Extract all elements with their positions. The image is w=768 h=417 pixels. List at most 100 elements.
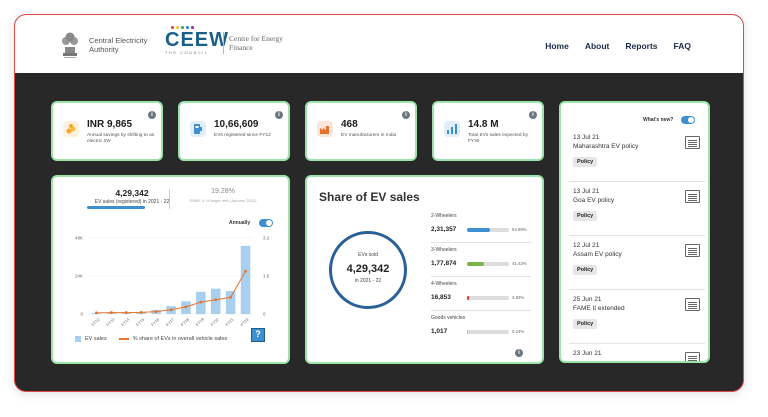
document-icon[interactable] [685, 190, 700, 203]
news-separator [569, 289, 705, 290]
news-date: 25 Jun 21 [573, 296, 602, 303]
y2-tick-label: 1.6 [263, 274, 270, 279]
category-bar-track [467, 296, 509, 300]
category-bar-fill [467, 262, 485, 266]
news-tag[interactable]: Policy [573, 211, 598, 221]
growth-chart-icon [444, 121, 460, 137]
y-tick-label: 0 [80, 312, 83, 317]
category-value: 16,853 [431, 294, 451, 301]
share-point [139, 310, 143, 314]
active-metric-underline [87, 206, 145, 209]
whats-new-toggle[interactable] [681, 116, 695, 124]
category-name: 4-Wheelers [431, 281, 457, 287]
news-item[interactable]: 13 Jul 21 Maharashtra EV policy Policy [573, 134, 700, 168]
stat-description: EVs registered since FY12 [214, 133, 271, 138]
document-icon[interactable] [685, 136, 700, 149]
info-icon[interactable]: i [529, 111, 537, 119]
category-bar-fill [467, 228, 490, 232]
x-tick-label: FY15 [135, 316, 146, 327]
stat-value: INR 9,865 [87, 119, 133, 130]
cea-name: Central Electricity Authority [89, 36, 148, 54]
ring-sublabel: in 2021 - 22 [354, 278, 382, 284]
nav-reports[interactable]: Reports [625, 41, 658, 51]
evs-sold-ring: EVs sold 4,29,342 in 2021 - 22 [329, 231, 407, 309]
news-title: Maharashtra EV policy [573, 143, 639, 150]
share-point [184, 305, 188, 309]
news-tag[interactable]: Policy [573, 157, 598, 167]
category-2-wheelers: 2-Wheelers 2,31,357 53.89% [431, 213, 531, 236]
info-icon[interactable]: i [402, 111, 410, 119]
share-point [95, 311, 98, 315]
x-tick-label: FY21 [224, 316, 235, 327]
whats-new-card: What's new? 13 Jul 21 Maharashtra EV pol… [559, 101, 710, 363]
stat-value: 14.8 M [468, 119, 499, 130]
whats-new-label: What's new? [643, 117, 674, 123]
share-point [244, 269, 247, 273]
category-bar-fill [467, 330, 468, 334]
app-window: Central Electricity Authority CEEW THE C… [14, 14, 744, 392]
main-nav: Home About Reports FAQ [545, 41, 691, 51]
document-icon[interactable] [685, 352, 700, 361]
info-icon[interactable]: i [275, 111, 283, 119]
target-share-label: SMBE & % target met (January 2022) [189, 198, 257, 203]
total-sales-label: EV sales (registered) in 2021 - 22 [94, 199, 170, 205]
help-button[interactable]: ? [251, 328, 265, 342]
category-value: 2,31,357 [431, 226, 457, 233]
annually-toggle[interactable] [259, 219, 273, 227]
national-emblem-icon [62, 32, 78, 58]
document-icon[interactable] [685, 244, 700, 257]
ceew-dots [171, 26, 194, 29]
x-tick-label: FY13 [105, 316, 116, 327]
news-item[interactable]: 23 Jun 21 [573, 350, 700, 361]
info-icon[interactable]: i [515, 349, 523, 357]
category-4-wheelers: 4-Wheelers 16,853 3.93% [431, 281, 531, 304]
y-tick-label: 24K [75, 274, 83, 279]
document-icon[interactable] [685, 298, 700, 311]
news-separator [569, 181, 705, 182]
x-tick-label: FY22 [239, 316, 250, 327]
stat-card-manufacturers: 468 EV manufacturers in India i [305, 101, 417, 161]
x-tick-label: FY16 [150, 316, 161, 327]
category-name: 3-Wheelers [431, 247, 457, 253]
ceew-logo[interactable]: CEEW THE COUNCIL [165, 26, 229, 55]
site-header: Central Electricity Authority CEEW THE C… [15, 15, 743, 73]
info-icon[interactable]: i [148, 111, 156, 119]
category-value: 1,77,874 [431, 260, 457, 267]
x-tick-label: FY17 [165, 316, 176, 327]
nav-faq[interactable]: FAQ [673, 41, 691, 51]
x-tick-label: FY20 [210, 316, 221, 327]
category-percent: 0.24% [512, 329, 525, 334]
category-bar-track [467, 262, 509, 266]
stat-description: Annual savings by shifting to an electri… [87, 133, 155, 144]
y2-tick-label: 0 [263, 312, 266, 317]
nav-home[interactable]: Home [545, 41, 569, 51]
y-tick-label: 48K [75, 236, 83, 241]
target-share-value[interactable]: 19.28% [211, 188, 235, 195]
stat-value: 468 [341, 119, 358, 130]
category-name: Goods vehicles [431, 315, 466, 321]
ring-label: EVs sold [358, 252, 378, 258]
coins-icon [63, 121, 79, 137]
total-sales-value: 4,29,342 [115, 188, 149, 198]
news-date: 13 Jul 21 [573, 188, 600, 195]
category-goods-vehicles: Goods vehicles 1,017 0.24% [431, 315, 531, 338]
category-divider [431, 276, 531, 277]
share-card-title: Share of EV sales [319, 190, 420, 204]
news-title: FAME II extended [573, 305, 625, 312]
news-item[interactable]: 13 Jul 21 Goa EV policy Policy [573, 188, 700, 222]
news-item[interactable]: 12 Jul 21 Assam EV policy Policy [573, 242, 700, 276]
category-3-wheelers: 3-Wheelers 1,77,874 41.43% [431, 247, 531, 270]
news-item[interactable]: 25 Jun 21 FAME II extended Policy [573, 296, 700, 330]
chart-legend: EV sales % share of EVs in overall vehic… [75, 336, 227, 342]
ceew-wordmark: CEEW [165, 29, 229, 51]
news-tag[interactable]: Policy [573, 265, 598, 275]
nav-about[interactable]: About [584, 41, 610, 51]
news-date: 13 Jul 21 [573, 134, 600, 141]
y2-tick-label: 3.2 [263, 236, 270, 241]
news-tag[interactable]: Policy [573, 319, 598, 329]
legend-line-swatch [118, 338, 129, 340]
x-tick-label: FY14 [120, 316, 131, 327]
share-point [169, 308, 173, 312]
logo-divider [223, 32, 224, 54]
legend-line-label: % share of EVs in overall vehicle sales [132, 336, 228, 342]
